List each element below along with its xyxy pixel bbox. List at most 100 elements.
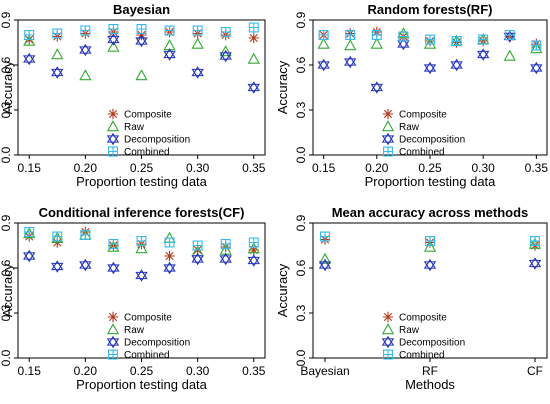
point-composite (248, 32, 259, 44)
point-decomposition (423, 258, 437, 272)
point-raw (51, 231, 64, 243)
point-raw (344, 39, 357, 51)
point-combined (425, 34, 435, 45)
y-tick-label: 0.3 (294, 304, 308, 321)
point-combined (248, 237, 259, 248)
point-combined (504, 30, 515, 40)
legend-label-combined: Combined (124, 350, 170, 361)
point-raw (503, 49, 516, 61)
point-raw (23, 227, 36, 239)
legend-label-combined: Combined (399, 147, 445, 158)
point-decomposition (528, 257, 542, 270)
point-decomposition (163, 261, 176, 275)
point-combined (425, 236, 435, 246)
point-decomposition (23, 249, 36, 263)
y-tick-label: 0.6 (294, 56, 308, 73)
point-raw (247, 52, 260, 64)
legend-label-composite: Composite (124, 313, 172, 324)
point-decomposition (247, 81, 260, 94)
legend-marker-decomposition (106, 335, 120, 349)
point-combined (220, 239, 231, 249)
point-raw (219, 45, 232, 57)
x-tick-label: 0.25 (130, 161, 154, 175)
point-raw (317, 37, 330, 49)
y-tick-label: 0.0 (0, 349, 13, 366)
point-raw (107, 240, 120, 252)
legend-marker-combined (108, 349, 118, 360)
point-raw (107, 40, 120, 52)
legend-label-raw: Raw (124, 325, 145, 336)
point-decomposition (135, 34, 148, 48)
x-tick-label: 0.30 (186, 364, 210, 378)
series-combined (24, 22, 259, 40)
x-axis-label: Methods (405, 377, 455, 392)
x-tick-label: RF (422, 364, 438, 378)
point-combined (108, 24, 119, 34)
legend-label-raw: Raw (399, 122, 420, 133)
point-combined (80, 230, 91, 240)
y-axis-label: Accuracy (275, 263, 290, 317)
legend-label-combined: Combined (124, 147, 170, 158)
legend-marker-raw (106, 323, 120, 335)
x-tick-label: 0.30 (472, 161, 496, 175)
point-raw (370, 37, 383, 49)
y-tick-label: 0.0 (0, 146, 13, 163)
point-combined (136, 24, 147, 34)
point-decomposition (370, 81, 384, 94)
legend-marker-decomposition (381, 335, 395, 349)
legend-marker-composite (107, 108, 119, 120)
legend-marker-raw (106, 120, 120, 132)
series-decomposition (317, 30, 543, 94)
legend-label-decomposition: Decomposition (124, 135, 190, 146)
panel-1: Bayesian 0.0 0.3 0.6 0.9 Accuracy 0.15 0.20 0.25… (0, 2, 266, 189)
x-tick-label: 0.30 (186, 161, 210, 175)
point-raw (247, 242, 260, 254)
panel-2: Random forests(RF) 0.0 0.3 0.6 0.9 Accuracy 0.… (275, 2, 548, 189)
y-tick-label: 0.6 (0, 56, 13, 73)
point-combined (80, 25, 91, 36)
point-combined (371, 30, 382, 40)
y-axis-label: Accuracy (0, 60, 15, 114)
y-tick-label: 0.9 (294, 11, 308, 28)
point-combined (531, 40, 542, 51)
legend-label-composite: Composite (399, 313, 447, 324)
series-combined (318, 30, 542, 51)
y-tick-label: 0.9 (0, 214, 13, 231)
legend-marker-combined (383, 146, 393, 157)
x-tick-label: 0.35 (525, 161, 549, 175)
chart-title: Random forests(RF) (368, 2, 493, 17)
legend-marker-raw (381, 120, 395, 132)
legend-marker-raw (381, 323, 395, 335)
series-raw (318, 237, 542, 264)
panel-3: Conditional inference forests(CF)0.00.30… (0, 205, 266, 392)
point-decomposition (79, 43, 92, 57)
series-raw (23, 34, 260, 81)
x-tick-label: 0.35 (242, 161, 266, 175)
point-decomposition (23, 52, 36, 66)
point-decomposition (191, 66, 204, 79)
legend-marker-composite (382, 311, 394, 323)
point-combined (24, 30, 35, 40)
x-tick-label: 0.35 (242, 364, 266, 378)
legend-marker-decomposition (106, 132, 120, 146)
x-tick-label: 0.20 (74, 161, 98, 175)
point-decomposition (247, 254, 260, 267)
point-combined (345, 30, 356, 40)
x-axis-label: Proportion testing data (76, 174, 208, 189)
y-tick-label: 0.9 (0, 11, 13, 28)
x-tick-label: 0.15 (312, 161, 336, 175)
x-tick-label: Bayesian (300, 364, 349, 378)
point-combined (318, 30, 329, 40)
x-tick-label: 0.25 (130, 364, 154, 378)
point-raw (318, 252, 332, 264)
point-decomposition (107, 33, 120, 46)
point-raw (51, 48, 64, 60)
y-tick-label: 0.3 (0, 101, 13, 118)
point-combined (398, 31, 409, 42)
legend-marker-composite (107, 311, 119, 323)
legend-label-decomposition: Decomposition (124, 338, 190, 349)
